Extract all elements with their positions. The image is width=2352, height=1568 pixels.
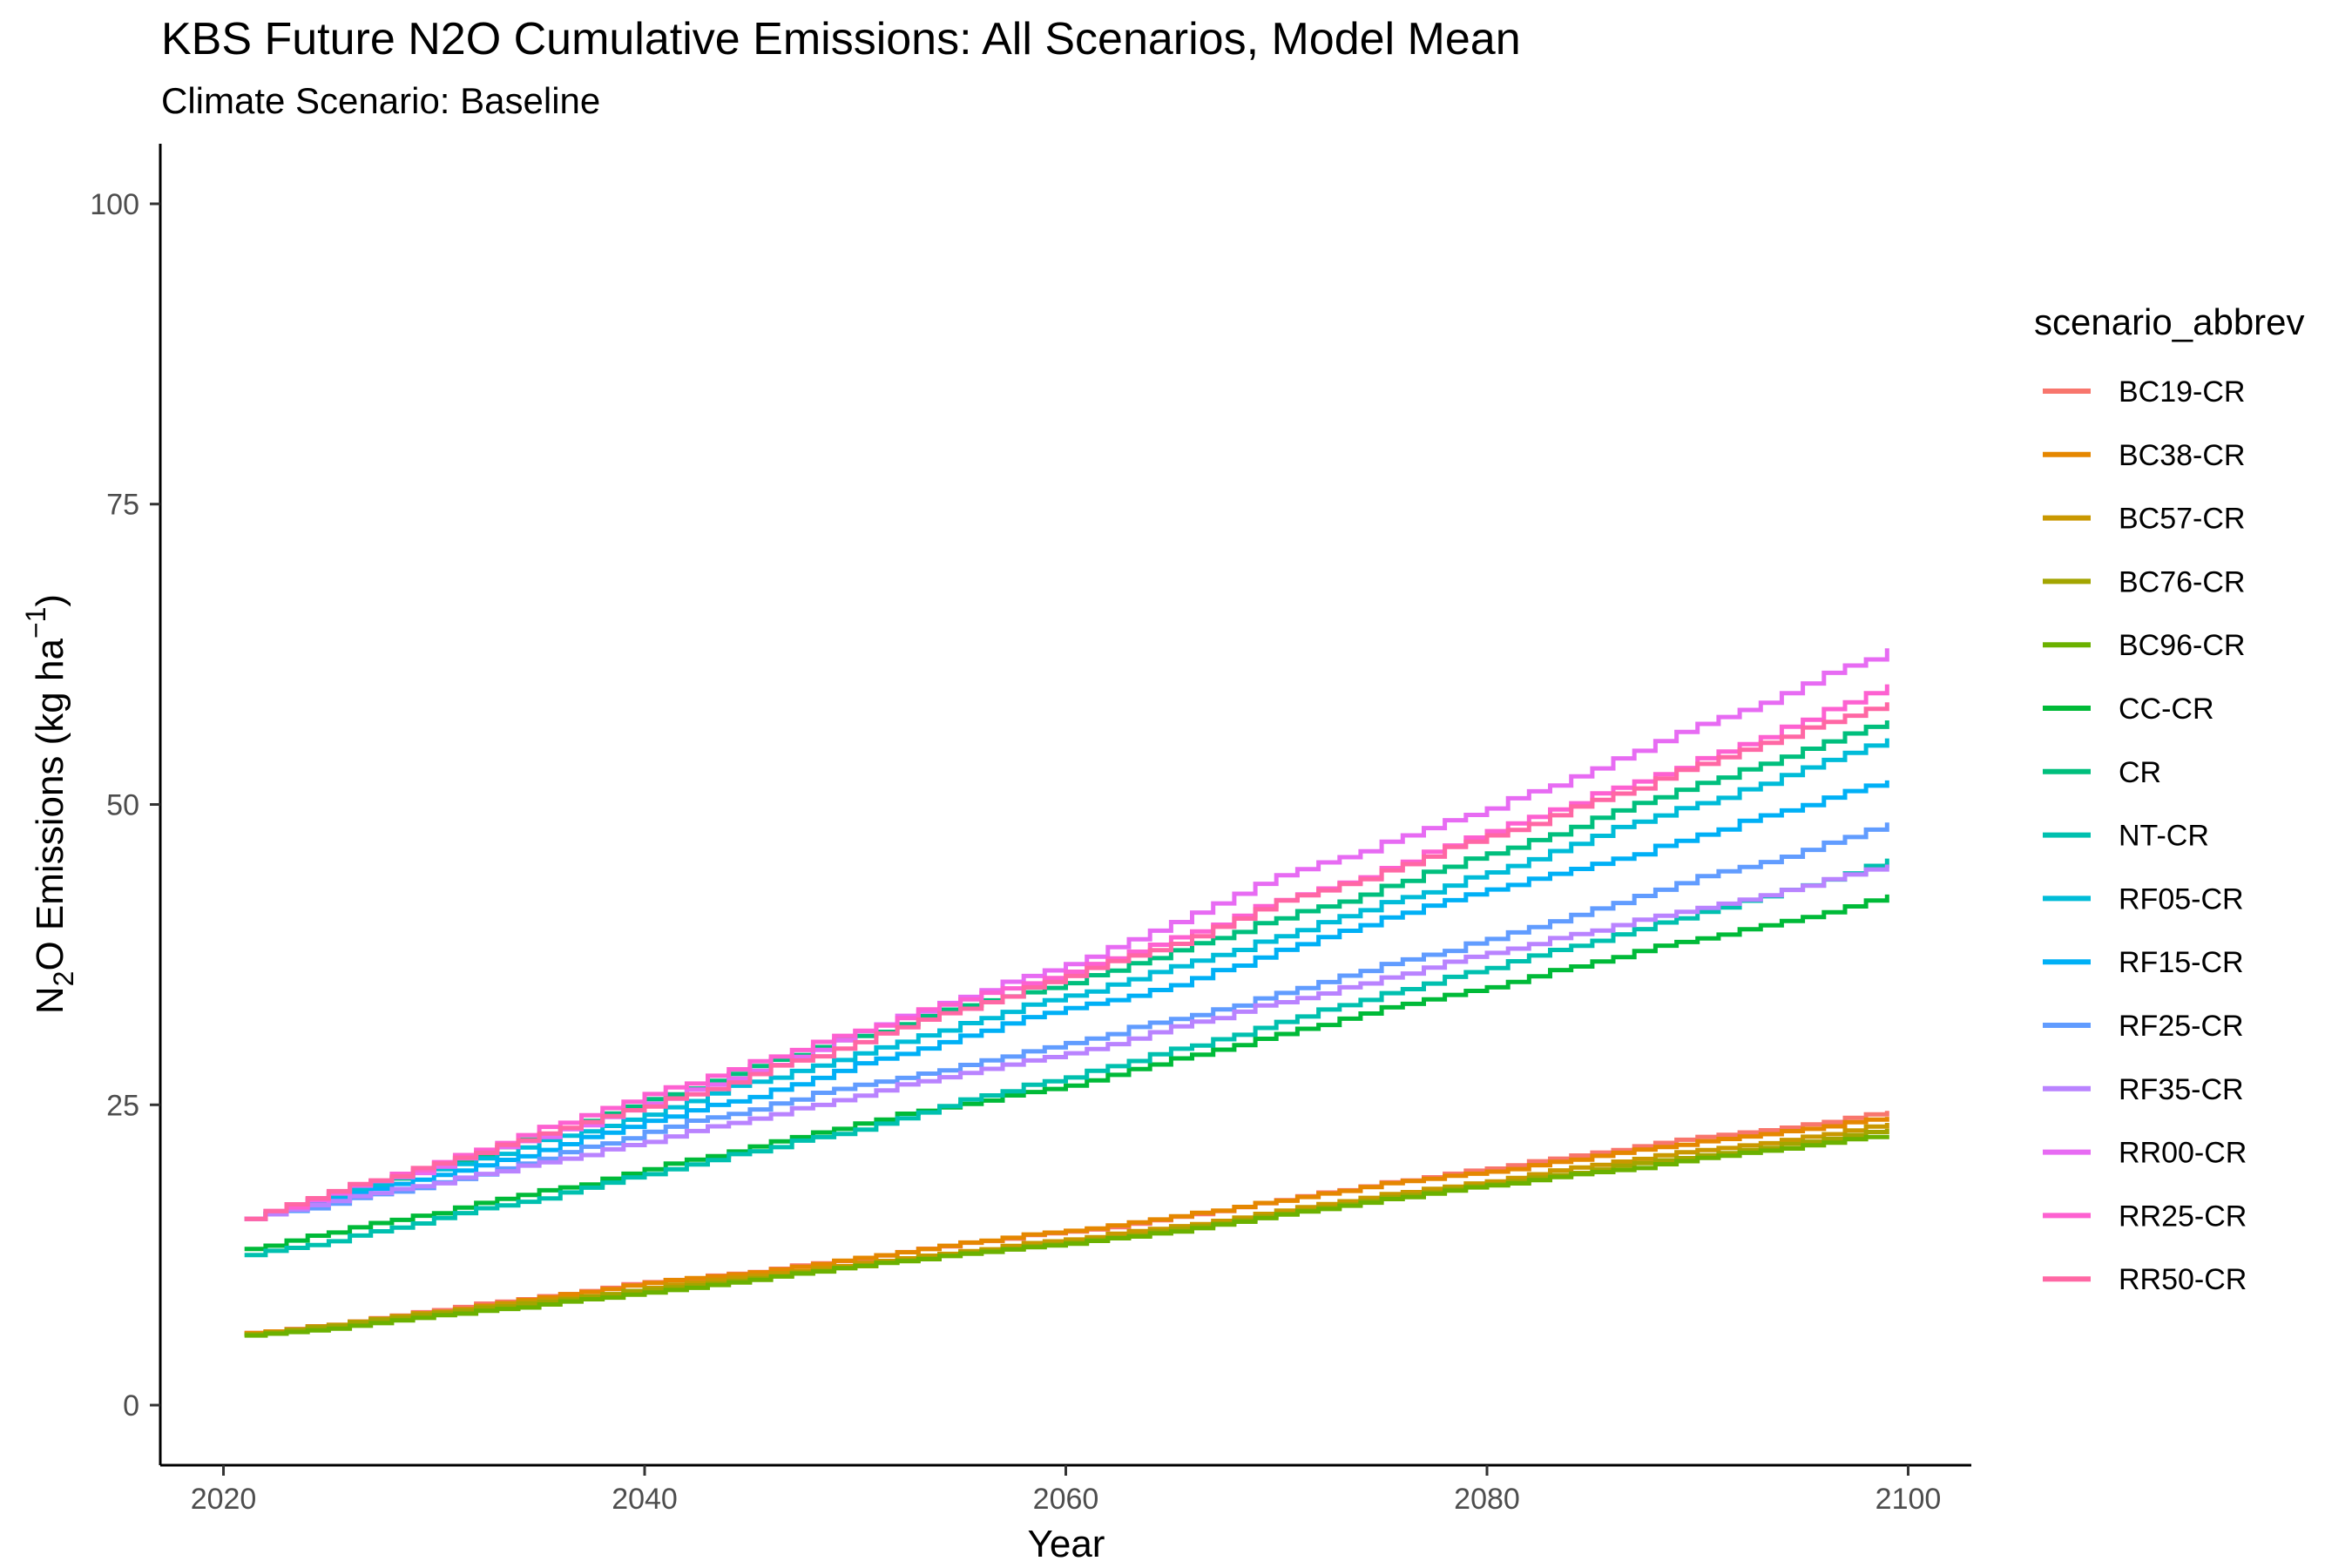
y-tick-label: 50 — [106, 789, 139, 822]
x-tick-label: 2040 — [612, 1483, 678, 1516]
legend-label-rr25-cr: RR25-CR — [2119, 1200, 2247, 1233]
plot-area — [244, 648, 1889, 1338]
legend-label-nt-cr: NT-CR — [2119, 820, 2209, 853]
x-tick-label: 2080 — [1454, 1483, 1520, 1516]
y-tick-label: 100 — [90, 188, 139, 221]
legend-label-bc76-cr: BC76-CR — [2119, 565, 2245, 598]
series-line-rr25-cr — [244, 684, 1889, 1221]
legend-label-cc-cr: CC-CR — [2119, 693, 2214, 726]
series-line-rr50-cr — [244, 702, 1889, 1221]
legend-label-rf35-cr: RF35-CR — [2119, 1073, 2244, 1106]
x-axis-title: Year — [1028, 1523, 1105, 1565]
legend-label-bc57-cr: BC57-CR — [2119, 503, 2245, 536]
legend-label-bc19-cr: BC19-CR — [2119, 375, 2245, 409]
series-line-rf15-cr — [244, 780, 1889, 1221]
legend-label-bc96-cr: BC96-CR — [2119, 629, 2245, 662]
chart-title: KBS Future N2O Cumulative Emissions: All… — [161, 14, 1521, 64]
y-axis-title: N2O Emissions (kg ha−1) — [20, 594, 79, 1014]
legend-label-rr50-cr: RR50-CR — [2119, 1263, 2247, 1296]
legend-label-cr: CR — [2119, 756, 2161, 789]
series-line-cc-cr — [244, 894, 1889, 1252]
y-tick-label: 75 — [106, 489, 139, 522]
x-tick-label: 2060 — [1033, 1483, 1099, 1516]
y-tick-label: 25 — [106, 1089, 139, 1122]
chart-subtitle: Climate Scenario: Baseline — [161, 80, 600, 121]
series-line-bc19-cr — [244, 1111, 1889, 1335]
y-axis-ticks: 0 25 50 75 100 — [90, 188, 160, 1423]
x-tick-label: 2020 — [191, 1483, 257, 1516]
series-line-nt-cr — [244, 858, 1889, 1258]
legend-label-rf25-cr: RF25-CR — [2119, 1010, 2244, 1043]
legend-label-rr00-cr: RR00-CR — [2119, 1137, 2247, 1170]
series-line-rr00-cr — [244, 648, 1889, 1221]
y-tick-label: 0 — [123, 1389, 139, 1423]
legend: scenario_abbrev BC19-CR BC38-CR BC57-CR BC7… — [2034, 301, 2305, 1296]
x-axis-ticks: 2020 2040 2060 2080 2100 — [191, 1465, 1942, 1516]
legend-label-bc38-cr: BC38-CR — [2119, 439, 2245, 472]
series-line-rf35-cr — [244, 864, 1889, 1221]
legend-label-rf05-cr: RF05-CR — [2119, 882, 2244, 916]
legend-label-rf15-cr: RF15-CR — [2119, 946, 2244, 979]
legend-title: scenario_abbrev — [2034, 301, 2305, 342]
x-tick-label: 2100 — [1876, 1483, 1942, 1516]
series-line-bc96-cr — [244, 1134, 1889, 1338]
